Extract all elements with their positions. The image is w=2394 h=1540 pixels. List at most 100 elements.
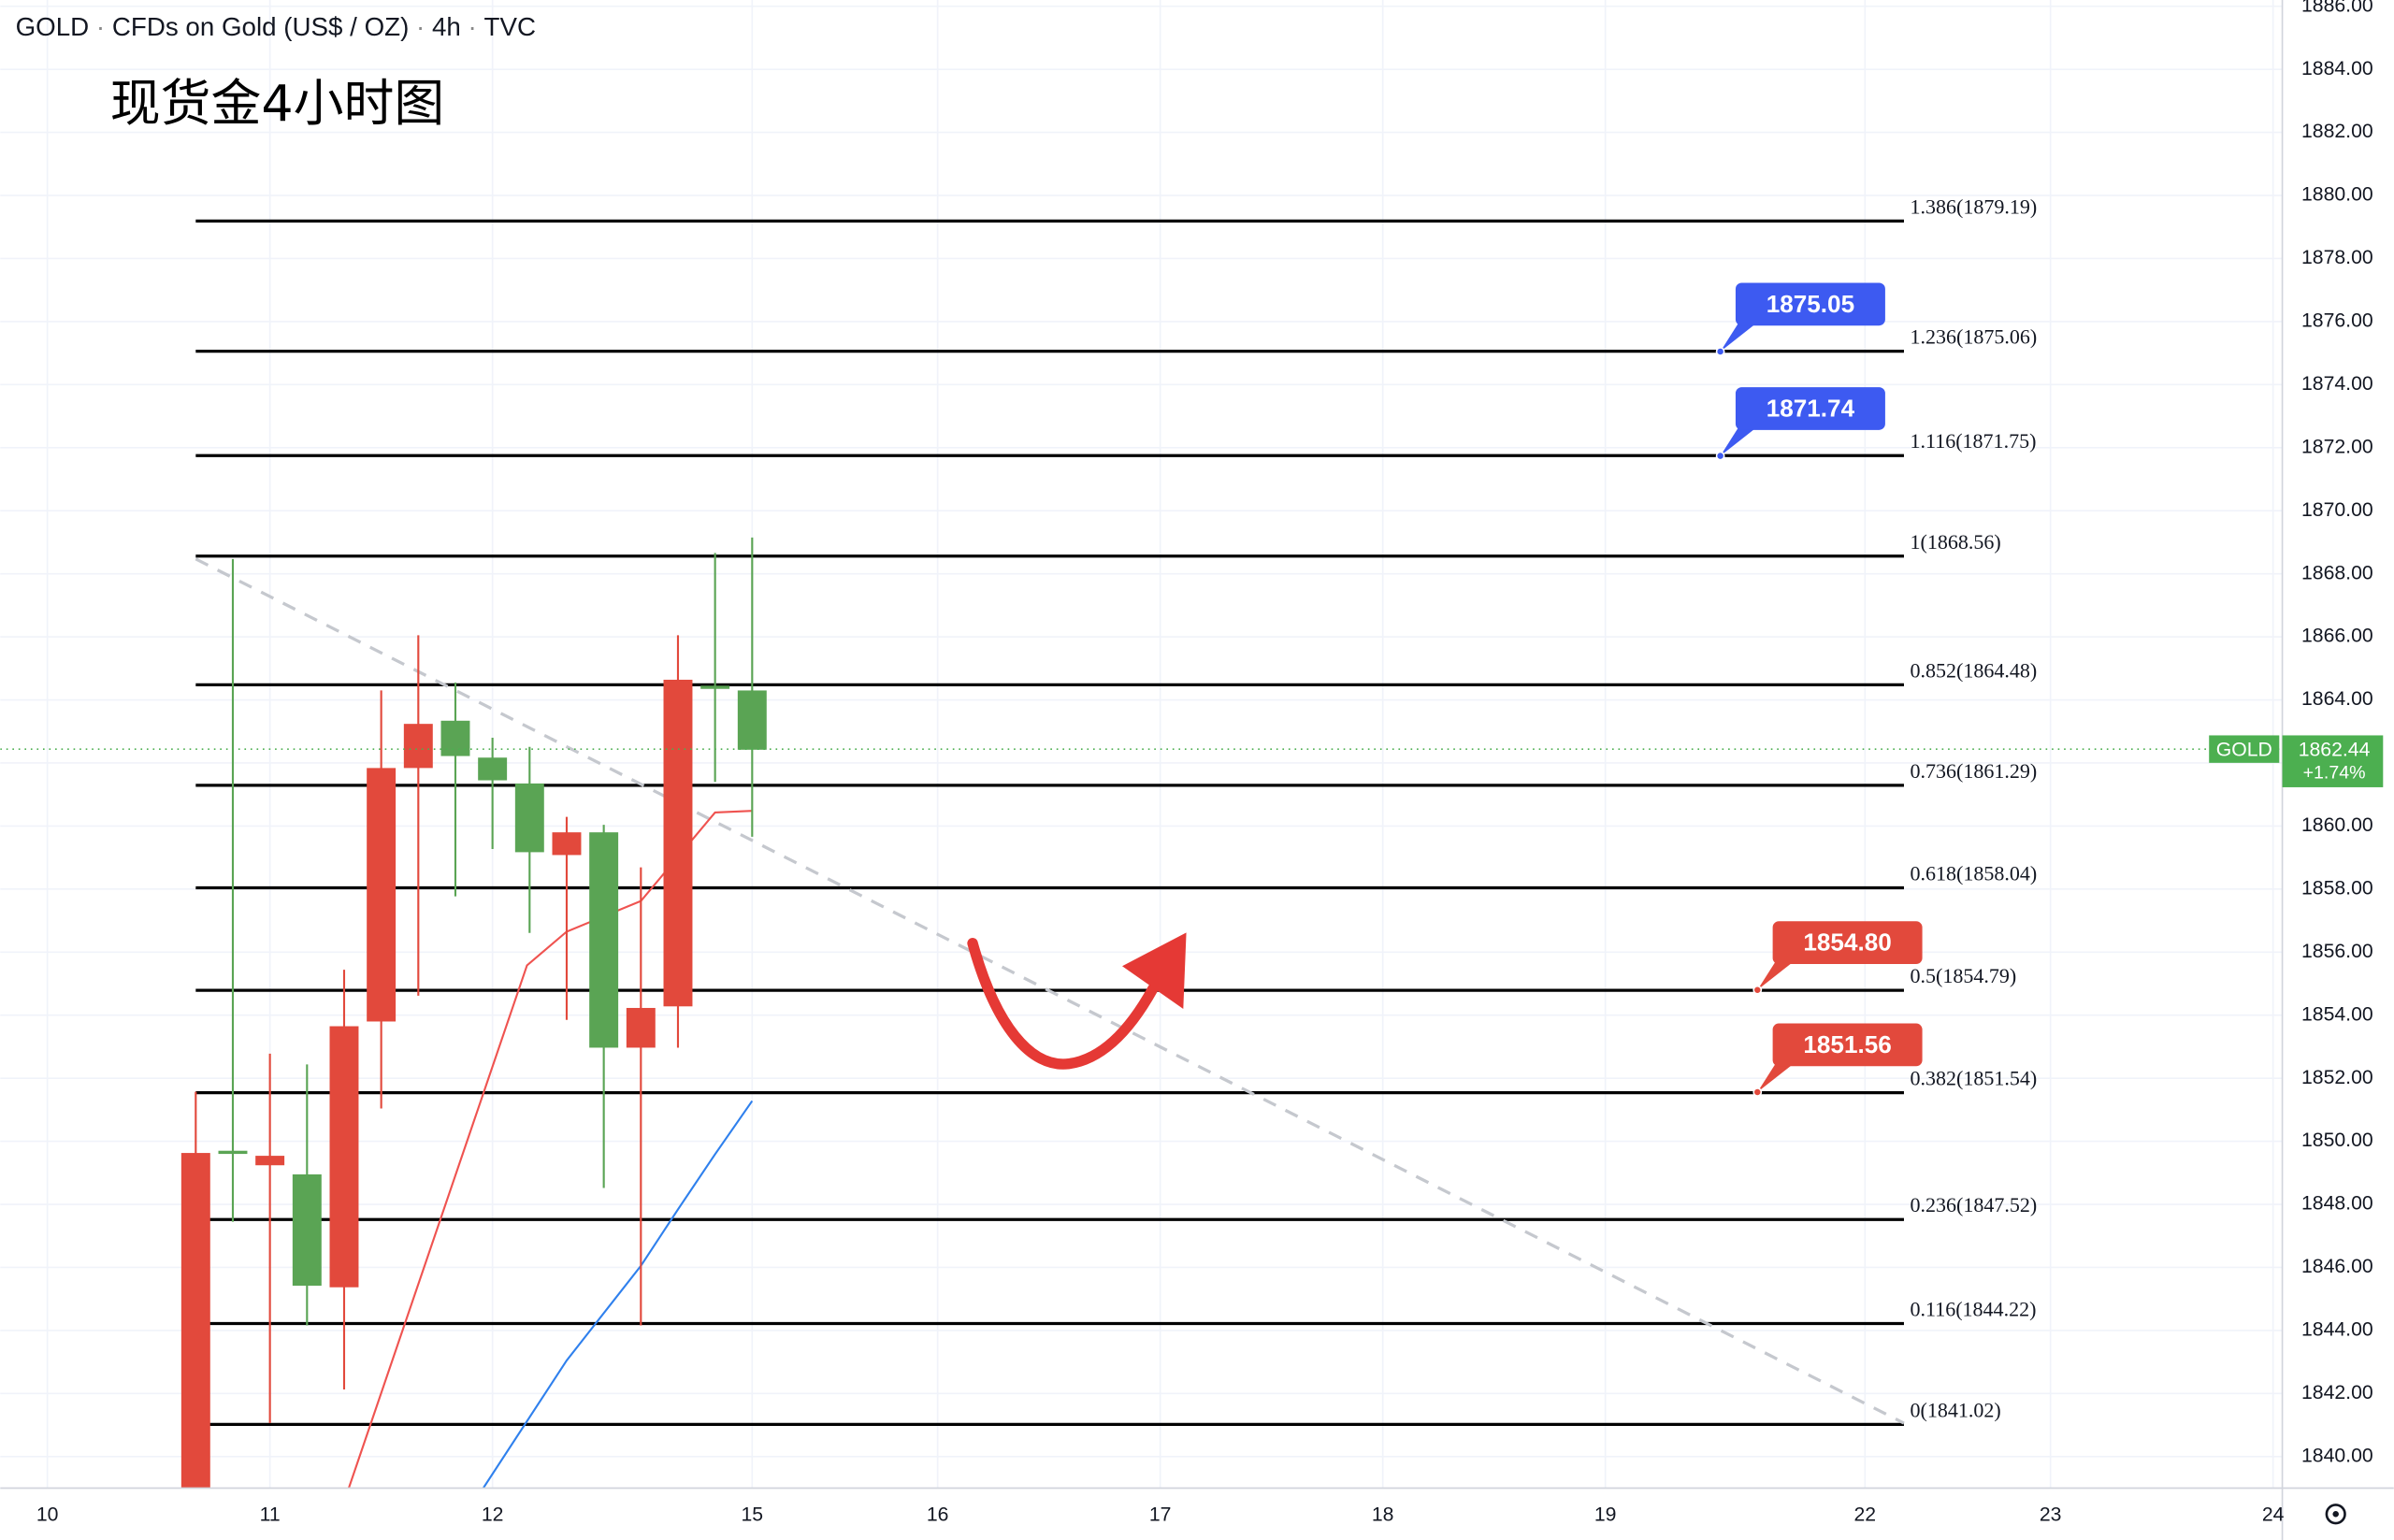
- badge-anchor: [1715, 347, 1725, 356]
- y-tick-label: 1854.00: [2301, 1003, 2373, 1025]
- badge-anchor: [1752, 985, 1763, 995]
- interval: 4h: [432, 12, 461, 41]
- fib-label: 0.382(1851.54): [1910, 1067, 2037, 1090]
- candle-body: [367, 768, 397, 1022]
- badge-box: [1772, 1023, 1923, 1067]
- y-tick-label: 1846.00: [2301, 1256, 2373, 1277]
- moving-average: [482, 1100, 754, 1489]
- x-tick-label: 12: [482, 1504, 504, 1525]
- candle-body: [180, 1153, 210, 1489]
- settings-icon[interactable]: [2325, 1504, 2346, 1525]
- fib-label: 0.116(1844.22): [1910, 1297, 2036, 1320]
- price-badge: 1871.74: [1715, 387, 1885, 461]
- x-tick-label: 18: [1372, 1504, 1394, 1525]
- badge-box: [1772, 921, 1923, 965]
- current-change: +1.74%: [2303, 762, 2366, 783]
- candle-body: [589, 832, 619, 1048]
- badge-anchor: [1752, 1087, 1763, 1097]
- badge-label: 1854.80: [1803, 928, 1891, 957]
- fib-label: 1.386(1879.19): [1910, 194, 2037, 218]
- x-tick-label: 10: [36, 1504, 59, 1525]
- y-tick-label: 1858.00: [2301, 877, 2373, 899]
- candle-body: [440, 720, 470, 756]
- badge-label: 1871.74: [1767, 394, 1855, 422]
- plot-area: 1.386(1879.19) 1.236(1875.06) 1.116(1871.7…: [0, 194, 2283, 1489]
- instrument: CFDs on Gold (US$ / OZ): [112, 12, 409, 41]
- current-price-badge: [2282, 735, 2384, 787]
- candle-body: [737, 690, 767, 750]
- fib-label: 0.736(1861.29): [1910, 759, 2037, 783]
- y-tick-label: 1884.00: [2301, 58, 2373, 79]
- x-tick-label: 15: [742, 1504, 764, 1525]
- candle-body: [663, 679, 693, 1007]
- x-tick-label: 24: [2262, 1504, 2285, 1525]
- candle-body: [514, 783, 544, 853]
- candle-body: [626, 1007, 656, 1048]
- badge-anchor: [1715, 451, 1725, 461]
- y-tick-label: 1876.00: [2301, 310, 2373, 332]
- current-symbol: GOLD: [2216, 739, 2272, 760]
- candle-body: [403, 724, 433, 769]
- badge-pointer: [1757, 956, 1800, 990]
- y-tick-label: 1860.00: [2301, 814, 2373, 836]
- y-tick-label: 1868.00: [2301, 562, 2373, 583]
- price-badge: 1851.56: [1752, 1023, 1923, 1097]
- fib-label: 0.5(1854.79): [1910, 964, 2016, 987]
- y-tick-label: 1886.00: [2301, 0, 2373, 16]
- badge-box: [1735, 282, 1885, 326]
- y-tick-label: 1852.00: [2301, 1067, 2373, 1088]
- x-tick-label: 16: [927, 1504, 949, 1525]
- candle-body: [700, 685, 730, 689]
- symbol: GOLD: [16, 12, 90, 41]
- current-price: 1862.44: [2299, 739, 2371, 760]
- badge-label: 1875.05: [1767, 290, 1854, 318]
- candle-body: [552, 832, 582, 856]
- candle-body: [292, 1174, 322, 1287]
- x-tick-label: 11: [260, 1504, 281, 1525]
- badge-label: 1851.56: [1803, 1030, 1891, 1058]
- y-tick-label: 1878.00: [2301, 247, 2373, 268]
- y-tick-label: 1872.00: [2301, 436, 2373, 457]
- candle-body: [478, 757, 508, 781]
- badge-pointer: [1720, 318, 1764, 352]
- fib-label: 0(1841.02): [1910, 1398, 2000, 1421]
- trendline: [195, 557, 1905, 1425]
- y-tick-label: 1850.00: [2301, 1130, 2373, 1151]
- y-tick-label: 1882.00: [2301, 121, 2373, 142]
- x-tick-label: 23: [2040, 1504, 2062, 1525]
- fib-label: 0.236(1847.52): [1910, 1193, 2037, 1216]
- y-tick-label: 1848.00: [2301, 1193, 2373, 1215]
- sep: ·: [409, 12, 432, 41]
- y-tick-label: 1870.00: [2301, 499, 2373, 521]
- y-tick-label: 1844.00: [2301, 1319, 2373, 1341]
- y-tick-label: 1880.00: [2301, 184, 2373, 206]
- current-symbol-badge: [2209, 735, 2280, 763]
- fib-label: 0.618(1858.04): [1910, 862, 2037, 885]
- x-tick-label: 19: [1594, 1504, 1617, 1525]
- sep: ·: [461, 12, 484, 41]
- arrow-head: [1122, 932, 1187, 1009]
- badge-box: [1735, 387, 1885, 430]
- price-badge: 1854.80: [1752, 921, 1923, 995]
- y-tick-label: 1874.00: [2301, 373, 2373, 395]
- arrow: [967, 938, 1159, 1070]
- header: GOLD · CFDs on Gold (US$ / OZ) · 4h · TV…: [16, 12, 536, 41]
- source: TVC: [484, 12, 536, 41]
- candle-body: [218, 1150, 248, 1155]
- y-tick-label: 1840.00: [2301, 1445, 2373, 1466]
- axes: 1840.00 1842.00 1844.00 1846.00 1848.00 1850.…: [36, 0, 2384, 1525]
- y-tick-label: 1842.00: [2301, 1382, 2373, 1403]
- badge-pointer: [1720, 422, 1764, 456]
- price-badge: 1875.05: [1715, 282, 1885, 356]
- y-tick-label: 1864.00: [2301, 688, 2373, 710]
- x-tick-label: 17: [1149, 1504, 1172, 1525]
- candle-body: [255, 1156, 285, 1166]
- candle-body: [329, 1026, 359, 1288]
- chart-title: 现货金4小时图: [110, 74, 444, 133]
- x-tick-label: 22: [1854, 1504, 1877, 1525]
- fib-label: 1.236(1875.06): [1910, 325, 2037, 349]
- y-tick-label: 1866.00: [2301, 626, 2373, 647]
- fib-label: 1.116(1871.75): [1910, 429, 2036, 453]
